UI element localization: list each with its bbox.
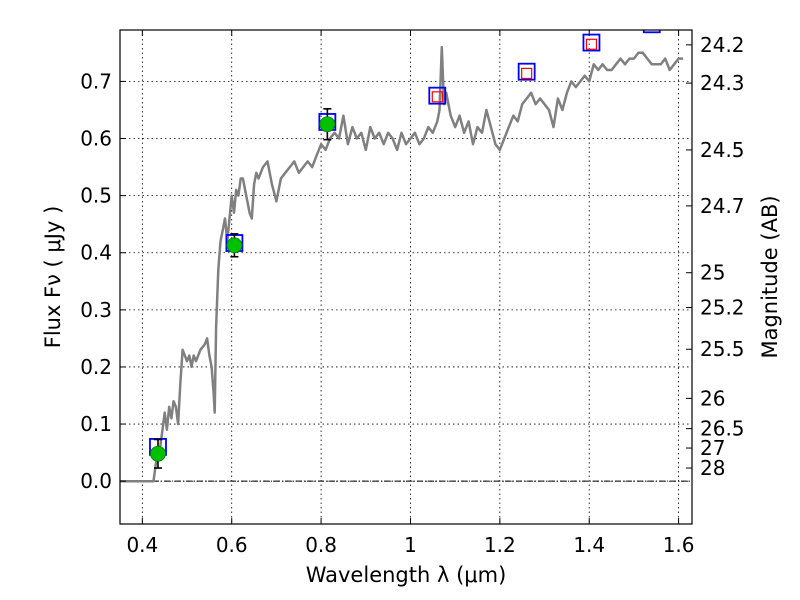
plot-frame <box>119 29 693 525</box>
predicted-point-0 <box>431 91 443 103</box>
x-tick-label-1: 0.6 <box>216 533 248 557</box>
predicted-markers <box>431 38 598 103</box>
observed-point-0 <box>150 445 166 462</box>
x-tick-label-5: 1.4 <box>573 533 605 557</box>
y-tick-label-6: 0.6 <box>80 127 112 151</box>
magnitude-tick-label-9: 27 <box>700 436 725 460</box>
y-tick-label-0: 0.0 <box>80 469 112 493</box>
model-spectrum-line <box>120 45 684 483</box>
x-axis-ticks: 0.4 0.6 0.8 1 1.2 1.4 1.6 <box>126 30 695 557</box>
magnitude-tick-label-5: 25.2 <box>700 296 745 320</box>
x-tick-label-6: 1.6 <box>663 533 695 557</box>
y-tick-label-4: 0.4 <box>80 241 112 265</box>
y-axis-ticks: 0.0 0.1 0.2 0.3 0.4 0.5 0.6 0.7 <box>80 69 126 493</box>
magnitude-tick-label-4: 25 <box>700 261 725 285</box>
x-tick-label-0: 0.4 <box>126 533 158 557</box>
magnitude-tick-label-6: 25.5 <box>700 337 745 361</box>
y-axis-label: Flux Fν ( μJy ) <box>41 206 65 349</box>
y-tick-label-1: 0.1 <box>80 412 112 436</box>
model-point-6 <box>642 30 661 34</box>
y-tick-label-2: 0.2 <box>80 355 112 379</box>
magnitude-tick-label-1: 24.3 <box>700 71 745 95</box>
x-tick-label-3: 1 <box>404 533 417 557</box>
observed-point-1 <box>226 237 243 254</box>
magnitude-tick-label-10: 28 <box>700 456 725 480</box>
predicted-point-1 <box>521 67 533 80</box>
y-tick-label-3: 0.3 <box>80 298 112 322</box>
x-tick-label-2: 0.8 <box>305 533 337 557</box>
magnitude-tick-label-2: 24.5 <box>700 138 745 162</box>
y-tick-label-5: 0.5 <box>80 184 112 208</box>
y-tick-label-7: 0.7 <box>80 69 112 93</box>
model-point-3 <box>428 86 447 105</box>
model-point-5 <box>582 33 601 52</box>
magnitude-tick-label-7: 26 <box>700 386 725 410</box>
observed-point-2 <box>319 116 336 133</box>
magnitude-axis-label: Magnitude (AB) <box>758 195 782 358</box>
x-axis-label: Wavelength λ (μm) <box>306 563 507 587</box>
predicted-point-2 <box>585 38 598 50</box>
observed-markers <box>150 108 336 469</box>
model-point-4 <box>517 62 536 81</box>
magnitude-tick-label-8: 26.5 <box>700 417 745 441</box>
x-tick-label-4: 1.2 <box>484 533 516 557</box>
magnitude-tick-label-3: 24.7 <box>700 194 745 218</box>
magnitude-tick-label-0: 24.2 <box>700 33 745 57</box>
